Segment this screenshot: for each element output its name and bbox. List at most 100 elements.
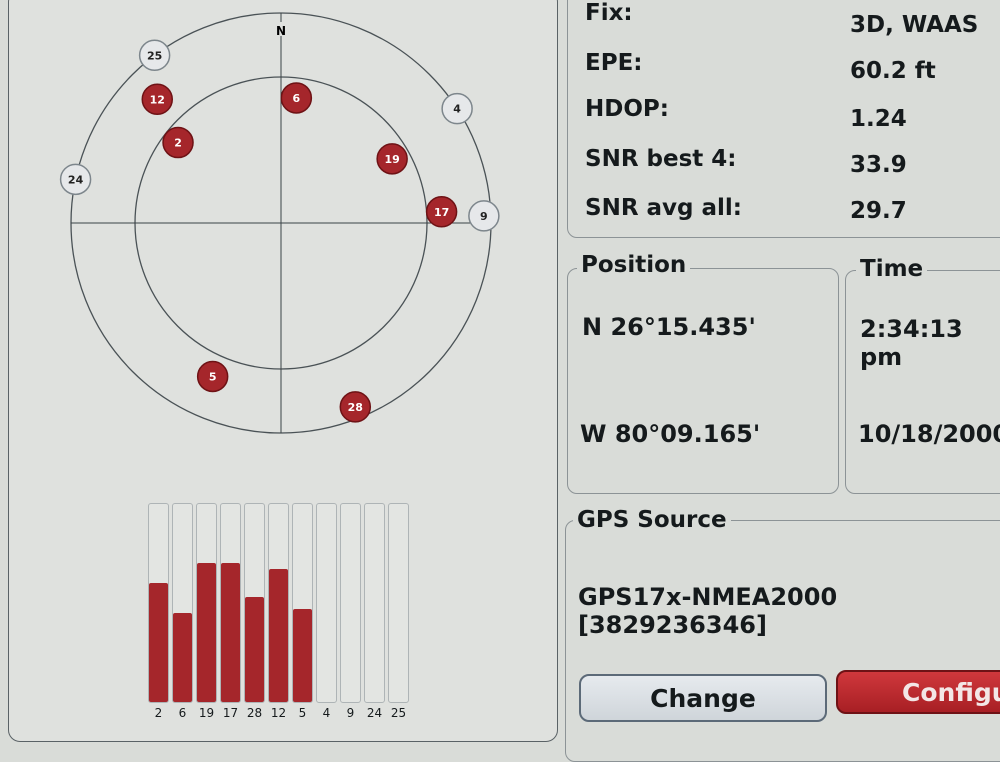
satellite-prn: 2 (174, 137, 182, 150)
bar-track (244, 503, 265, 703)
signal-bar-chart: 2 6 19 17 28 12 5 4 9 24 25 (148, 503, 409, 720)
bar-label: 25 (390, 706, 407, 720)
bar-track (220, 503, 241, 703)
satellite-prn: 28 (348, 401, 363, 414)
epe-label: EPE: (585, 50, 643, 76)
position-title: Position (577, 252, 691, 278)
time-title: Time (856, 256, 928, 282)
satellite-19: 19 (376, 143, 408, 175)
bar-label: 5 (298, 706, 307, 720)
bar-fill (173, 612, 192, 702)
satellite-prn: 6 (293, 92, 301, 105)
bar-track (340, 503, 361, 703)
bar-fill (221, 563, 240, 702)
bar-label: 19 (198, 706, 215, 720)
bar-track (148, 503, 169, 703)
bar-fill (197, 563, 216, 702)
bar-label: 17 (222, 706, 239, 720)
time-value: 2:34:13 pm (860, 315, 963, 371)
bar-track (196, 503, 217, 703)
satellite-25: 25 (138, 39, 171, 72)
bar-label: 2 (154, 706, 163, 720)
satellite-marker (339, 391, 372, 423)
satellite-12: 12 (141, 83, 174, 116)
sky-plot: N 25 12 6 4 2 19 17 9 24 5 28 (59, 12, 500, 434)
satellite-marker (425, 196, 458, 228)
bar-label: 12 (270, 706, 287, 720)
status-panel (567, 0, 1000, 238)
satellite-marker (162, 126, 194, 159)
satellite-marker (138, 39, 171, 72)
signal-bar-24: 24 (364, 503, 385, 720)
satellite-5: 5 (196, 360, 229, 393)
bar-fill (269, 569, 288, 702)
satellite-marker (376, 143, 408, 175)
snr-avg-label: SNR avg all: (585, 195, 743, 221)
satellite-prn: 25 (147, 49, 162, 62)
gps-source-title: GPS Source (573, 507, 731, 533)
bar-track (316, 503, 337, 703)
bar-fill (245, 597, 264, 702)
satellite-2: 2 (162, 126, 194, 159)
satellite-marker (141, 83, 174, 116)
date-value: 10/18/2000 (858, 420, 1000, 448)
satellite-4: 4 (441, 92, 473, 125)
bar-label: 24 (366, 706, 383, 720)
bar-track (388, 503, 409, 703)
satellite-marker (59, 163, 92, 196)
epe-value: 60.2 ft (850, 58, 936, 84)
satellite-marker (468, 200, 500, 232)
bar-track (172, 503, 193, 703)
bar-track (364, 503, 385, 703)
satellite-17: 17 (425, 196, 458, 228)
bar-label: 6 (178, 706, 187, 720)
signal-bar-19: 19 (196, 503, 217, 720)
satellite-28: 28 (339, 391, 372, 423)
signal-bar-6: 6 (172, 503, 193, 720)
snr-avg-value: 29.7 (850, 198, 907, 224)
bar-track (292, 503, 313, 703)
signal-bar-4: 4 (316, 503, 337, 720)
position-panel (567, 268, 839, 494)
bar-label: 9 (346, 706, 355, 720)
signal-bar-9: 9 (340, 503, 361, 720)
north-label: N (276, 24, 286, 38)
satellite-24: 24 (59, 163, 92, 196)
signal-bar-5: 5 (292, 503, 313, 720)
bar-label: 28 (246, 706, 263, 720)
satellite-6: 6 (280, 82, 313, 114)
snr-best-value: 33.9 (850, 152, 907, 178)
hdop-value: 1.24 (850, 106, 907, 132)
satellite-prn: 9 (480, 210, 488, 223)
signal-bar-28: 28 (244, 503, 265, 720)
satellite-prn: 24 (68, 173, 84, 186)
signal-bar-2: 2 (148, 503, 169, 720)
longitude: W 80°09.165' (580, 420, 761, 448)
satellite-prn: 19 (384, 153, 399, 166)
snr-best-label: SNR best 4: (585, 146, 737, 172)
configure-button[interactable]: Configure (836, 670, 1000, 714)
bar-track (268, 503, 289, 703)
gps-source-panel (565, 520, 1000, 762)
satellite-marker (441, 92, 473, 125)
fix-label: Fix: (585, 0, 633, 26)
time-panel (845, 270, 1000, 494)
fix-value: 3D, WAAS (850, 12, 979, 38)
signal-bar-17: 17 (220, 503, 241, 720)
satellite-prn: 17 (434, 206, 449, 219)
satellite-marker (196, 360, 229, 393)
hdop-label: HDOP: (585, 96, 669, 122)
change-button[interactable]: Change (579, 674, 827, 722)
signal-bar-25: 25 (388, 503, 409, 720)
satellite-prn: 4 (453, 103, 461, 116)
latitude: N 26°15.435' (582, 313, 756, 341)
satellite-marker (280, 82, 313, 114)
bar-label: 4 (322, 706, 331, 720)
signal-bar-12: 12 (268, 503, 289, 720)
satellite-9: 9 (468, 200, 500, 232)
bar-fill (293, 608, 312, 702)
bar-fill (149, 583, 168, 702)
gps-source-value: GPS17x-NMEA2000 [3829236346] (578, 583, 838, 639)
satellite-prn: 5 (209, 370, 217, 383)
satellite-prn: 12 (150, 93, 165, 106)
